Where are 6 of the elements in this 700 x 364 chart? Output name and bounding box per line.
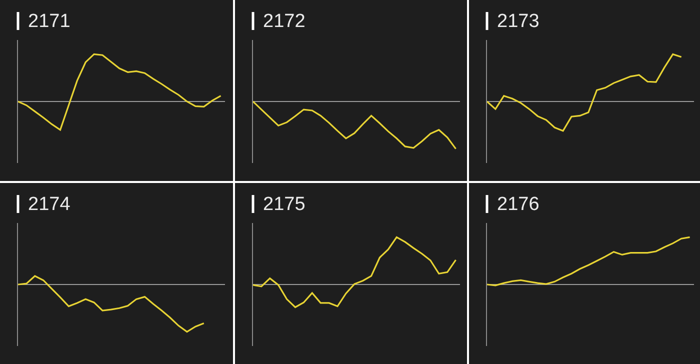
- chart-title: 2172: [263, 11, 306, 32]
- chart-title: 2174: [28, 194, 71, 215]
- chart-title: 2176: [497, 194, 540, 215]
- chart-title: 2173: [497, 11, 540, 32]
- chart-title: 2171: [28, 11, 70, 32]
- chart-title: 2175: [263, 194, 306, 215]
